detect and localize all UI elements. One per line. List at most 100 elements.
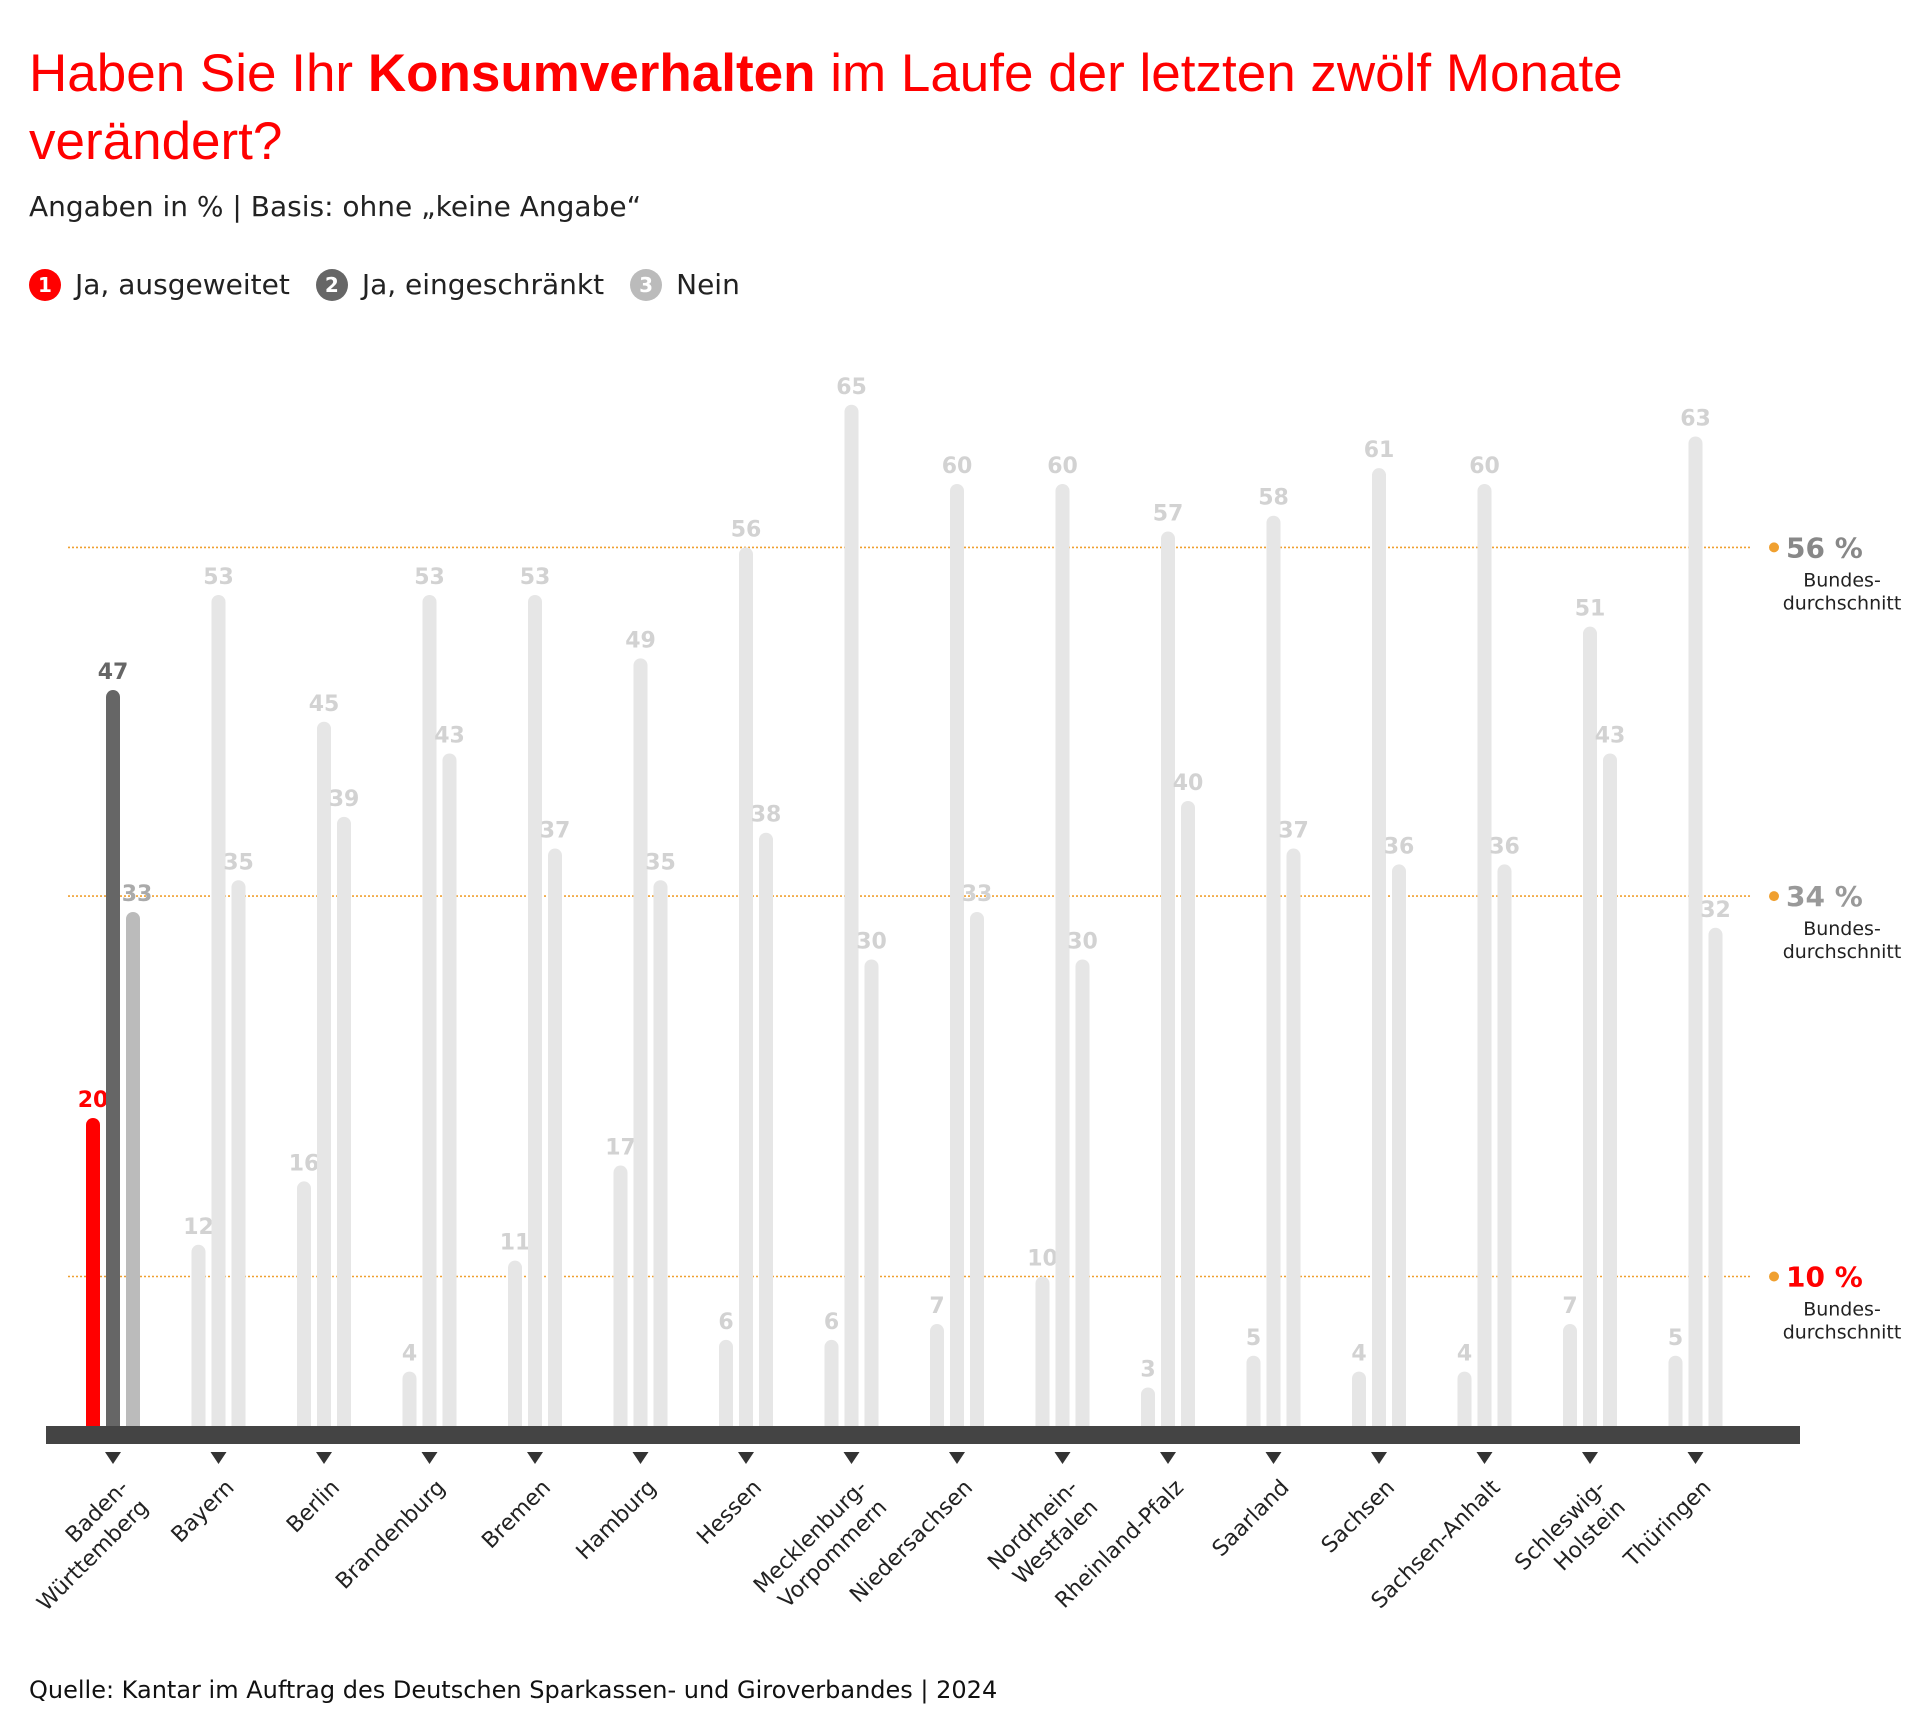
category-label: Schleswig-Holstein [1510, 1475, 1630, 1576]
reference-sublabel: durchschnitt [1783, 941, 1902, 963]
legend-marker-1: 1 [29, 268, 61, 301]
data-label: 6 [718, 1310, 733, 1335]
category-tick [843, 1452, 860, 1464]
bar [422, 594, 437, 1441]
legend-label: Ja, ausgeweitet [75, 268, 290, 301]
data-label: 45 [309, 692, 340, 717]
bar [231, 880, 246, 1441]
data-label: 47 [98, 660, 129, 685]
data-label: 61 [1364, 438, 1395, 463]
category-tick [1054, 1452, 1071, 1464]
bar [1583, 626, 1597, 1441]
data-label: 43 [434, 723, 465, 748]
category-label-line: Hessen [692, 1475, 767, 1550]
category-tick [1582, 1452, 1598, 1464]
source-note: Quelle: Kantar im Auftrag des Deutschen … [29, 1676, 998, 1704]
category-label: Berlin [282, 1475, 345, 1538]
data-label: 57 [1153, 502, 1184, 527]
data-label: 65 [836, 375, 867, 400]
data-label: 53 [414, 565, 445, 590]
bar [930, 1324, 944, 1441]
category-tick [1371, 1452, 1387, 1464]
data-label: 17 [605, 1136, 636, 1161]
data-label: 43 [1595, 723, 1626, 748]
data-label: 5 [1246, 1326, 1261, 1351]
bar [211, 594, 226, 1441]
data-label: 32 [1700, 898, 1731, 923]
bar [1181, 801, 1195, 1441]
bar [191, 1244, 206, 1441]
category-label-line: Bremen [477, 1475, 556, 1554]
category-tick [210, 1452, 227, 1464]
bar [824, 1339, 839, 1441]
data-label: 20 [78, 1088, 109, 1113]
category-label-line: Hamburg [572, 1475, 662, 1565]
data-label: 10 [1027, 1247, 1058, 1272]
bar [337, 816, 351, 1441]
bar [719, 1339, 733, 1441]
bar [1688, 436, 1703, 1441]
data-label: 7 [929, 1294, 944, 1319]
bar [1668, 1355, 1683, 1441]
reference-sublabel: Bundes- [1803, 918, 1881, 940]
data-label: 33 [962, 882, 993, 907]
reference-label: 10 % [1786, 1261, 1863, 1294]
category-label: Thüringen [1619, 1475, 1716, 1572]
category-label-line: Berlin [282, 1475, 345, 1538]
bar [950, 484, 964, 1441]
category-label-line: Bayern [167, 1475, 240, 1548]
bar [297, 1181, 311, 1441]
data-label: 33 [122, 882, 153, 907]
bar [1497, 864, 1512, 1441]
data-label: 49 [625, 628, 656, 653]
bar [739, 547, 753, 1441]
category-tick [1160, 1452, 1176, 1464]
data-label: 35 [645, 850, 676, 875]
category-label: Bremen [477, 1475, 556, 1554]
bar [1266, 515, 1281, 1441]
category-label: Hessen [692, 1475, 767, 1550]
data-label: 36 [1489, 834, 1520, 859]
category-label: Bayern [167, 1475, 240, 1548]
data-label: 5 [1668, 1326, 1683, 1351]
bar [1161, 531, 1175, 1441]
data-label: 63 [1680, 406, 1711, 431]
bar [1352, 1371, 1366, 1441]
data-label: 36 [1384, 834, 1415, 859]
data-label: 56 [731, 517, 762, 542]
reference-dot [1769, 891, 1779, 902]
data-label: 60 [1047, 454, 1078, 479]
data-label: 4 [1457, 1342, 1472, 1367]
category-tick [316, 1452, 332, 1464]
legend-label: Ja, eingeschränkt [361, 268, 605, 301]
category-label: Baden-Württemberg [33, 1475, 154, 1616]
reference-label: 56 % [1786, 531, 1863, 564]
category-label: Sachsen [1317, 1475, 1400, 1558]
data-label: 51 [1575, 597, 1606, 622]
data-label: 53 [203, 565, 234, 590]
reference-sublabel: Bundes- [1803, 1299, 1881, 1321]
legend-item-eingeschraenkt: 2 Ja, eingeschränkt [315, 268, 605, 301]
legend-item-ausgeweitet: 1 Ja, ausgeweitet [29, 268, 290, 301]
category-label-line: Thüringen [1619, 1475, 1716, 1572]
reference-dot [1769, 1271, 1779, 1282]
category-tick [421, 1452, 438, 1464]
bar [1603, 753, 1617, 1441]
bar [1372, 468, 1386, 1441]
category-tick [527, 1452, 543, 1464]
legend: 1 Ja, ausgeweitet 2 Ja, eingeschränkt 3 … [29, 268, 766, 301]
legend-marker-3: 3 [630, 268, 663, 301]
category-label-line: Brandenburg [331, 1475, 450, 1594]
bar [1246, 1355, 1261, 1441]
bar [548, 848, 562, 1441]
bar [864, 959, 879, 1441]
bar [402, 1371, 417, 1441]
legend-item-nein: 3 Nein [630, 268, 740, 301]
category-tick [1476, 1452, 1493, 1464]
data-label: 60 [942, 454, 973, 479]
category-tick [1265, 1452, 1282, 1464]
bar [317, 721, 331, 1441]
data-label: 4 [1351, 1342, 1366, 1367]
data-label: 11 [500, 1231, 531, 1256]
